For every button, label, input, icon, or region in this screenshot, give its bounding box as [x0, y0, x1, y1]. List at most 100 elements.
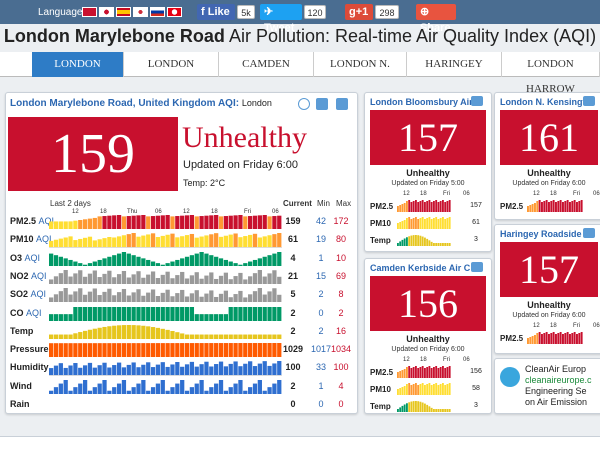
tab-london-n[interactable]: LONDON N. — [314, 52, 407, 77]
spark-bar — [267, 254, 272, 266]
station-sparkline[interactable] — [397, 382, 451, 396]
facebook-like-button[interactable]: f Like — [197, 4, 235, 20]
station-updated: Updated on Friday 5:00 — [391, 180, 465, 187]
row-label[interactable]: SO2 AQI — [10, 289, 46, 299]
spark-bar — [73, 273, 78, 285]
station-sparkline[interactable] — [397, 233, 451, 247]
row-label[interactable]: PM10 AQI — [10, 234, 52, 244]
ad-line-2[interactable]: cleanaireurope.c — [525, 375, 592, 385]
spark-bar — [58, 383, 63, 394]
row-current: 4 — [290, 252, 296, 263]
row-sparkline[interactable] — [49, 269, 282, 285]
row-sparkline[interactable] — [49, 324, 282, 340]
row-sparkline[interactable] — [49, 360, 282, 376]
spark-bar — [116, 325, 122, 340]
station-spark-bar — [424, 219, 426, 229]
station-spark-bar — [401, 387, 404, 395]
flag-jp-icon[interactable] — [99, 7, 114, 17]
row-sparkline[interactable] — [49, 306, 282, 321]
station-spark-bar — [573, 332, 576, 344]
row-label[interactable]: Wind — [10, 381, 32, 391]
row-sparkline[interactable] — [49, 232, 282, 248]
station-sparkline[interactable] — [397, 365, 451, 379]
spark-bar — [223, 216, 229, 230]
spark-bar — [160, 293, 165, 303]
tab-london-2[interactable]: LONDON — [124, 52, 219, 77]
time-tick: 06 — [272, 209, 279, 215]
spark-bar — [233, 215, 238, 230]
station-title[interactable]: London Bloomsbury Air — [370, 97, 472, 107]
ad-card[interactable]: CleanAir Europ cleanaireurope.c Engineer… — [494, 358, 600, 414]
station-spark-bar — [406, 201, 408, 212]
spark-bar — [238, 334, 243, 340]
tab-haringey[interactable]: HARINGEY — [407, 52, 502, 77]
flag-es-icon[interactable] — [116, 7, 131, 17]
flag-uk-icon[interactable] — [82, 7, 97, 17]
station-spark-bar — [410, 385, 413, 395]
station-spark-bar — [437, 202, 440, 212]
row-sparkline[interactable] — [49, 379, 282, 394]
tab-london-1[interactable]: LONDON — [32, 52, 124, 77]
main-station-title[interactable]: London Marylebone Road, United Kingdom A… — [10, 98, 300, 109]
station-card-camden[interactable]: Camden Kerbside Air C 156 Unhealthy Updated… — [364, 258, 492, 414]
station-sparkline[interactable] — [527, 199, 583, 213]
station-sparkline[interactable] — [397, 216, 451, 230]
station-spark-bar — [437, 219, 440, 229]
spark-bar — [136, 215, 141, 230]
tab-camden[interactable]: CAMDEN — [219, 52, 314, 77]
station-title[interactable]: Camden Kerbside Air C — [370, 263, 471, 273]
row-label[interactable]: PM2.5 AQI — [10, 216, 54, 226]
spark-bar — [194, 237, 199, 248]
row-sparkline[interactable] — [49, 251, 282, 266]
spark-bar — [180, 271, 185, 285]
row-label[interactable]: CO AQI — [10, 308, 42, 318]
station-title[interactable]: Haringey Roadside Air — [500, 229, 584, 239]
share-button[interactable]: ⊕ Share — [416, 4, 456, 34]
spark-bar — [204, 313, 209, 321]
station-card-bloomsbury[interactable]: London Bloomsbury Air 157 Unhealthy Updated… — [364, 92, 492, 252]
row-max: 69 — [335, 270, 346, 281]
row-label[interactable]: Temp — [10, 326, 33, 336]
row-sparkline[interactable] — [49, 342, 282, 358]
row-label[interactable]: O3 AQI — [10, 253, 40, 263]
station-spark-bar — [435, 409, 438, 412]
station-title[interactable]: London N. Kensington — [500, 97, 584, 107]
ad-line-3: Engineering Se — [525, 386, 587, 396]
row-sparkline[interactable] — [49, 397, 282, 413]
row-sparkline[interactable] — [49, 214, 282, 230]
map-pin-icon[interactable] — [316, 98, 328, 110]
spark-bar — [218, 294, 224, 303]
flag-kr-icon[interactable] — [133, 7, 148, 17]
widget-icon[interactable] — [336, 98, 348, 110]
google-plus-button[interactable]: g+1 — [345, 4, 373, 20]
widget-icon[interactable] — [471, 262, 483, 272]
row-label[interactable]: Rain — [10, 399, 30, 409]
widget-icon[interactable] — [471, 96, 483, 106]
flag-ru-icon[interactable] — [150, 7, 165, 17]
row-label[interactable]: NO2 AQI — [10, 271, 47, 281]
station-sparkline[interactable] — [397, 199, 451, 213]
row-label[interactable]: Pressure — [10, 344, 49, 354]
station-sparkline[interactable] — [397, 399, 451, 413]
station-sparkline[interactable] — [527, 331, 583, 345]
info-icon[interactable] — [298, 98, 310, 110]
tweet-button[interactable]: ✈ Tweet — [260, 4, 302, 34]
spark-bar — [243, 334, 248, 340]
spark-bar — [180, 290, 185, 303]
spark-bar — [277, 276, 282, 285]
spark-bar — [49, 221, 54, 230]
widget-icon[interactable] — [583, 228, 595, 238]
row-sparkline[interactable] — [49, 287, 282, 303]
station-spark-bar — [412, 401, 415, 412]
station-spark-bar — [437, 385, 440, 395]
row-label[interactable]: Humidity — [10, 362, 49, 372]
widget-icon[interactable] — [583, 96, 595, 106]
spark-bar — [214, 297, 219, 303]
station-card-kensington[interactable]: London N. Kensington 161 Unhealthy Updated … — [494, 92, 600, 220]
station-spark-bar — [430, 407, 433, 412]
station-card-haringey[interactable]: Haringey Roadside Air 157 Unhealthy Updated… — [494, 224, 600, 354]
tab-london-harrow[interactable]: LONDON HARROW — [502, 52, 600, 95]
station-time-tick: 18 — [420, 191, 427, 197]
flag-tn-icon[interactable] — [167, 7, 182, 17]
row-name: O3 — [10, 252, 23, 263]
